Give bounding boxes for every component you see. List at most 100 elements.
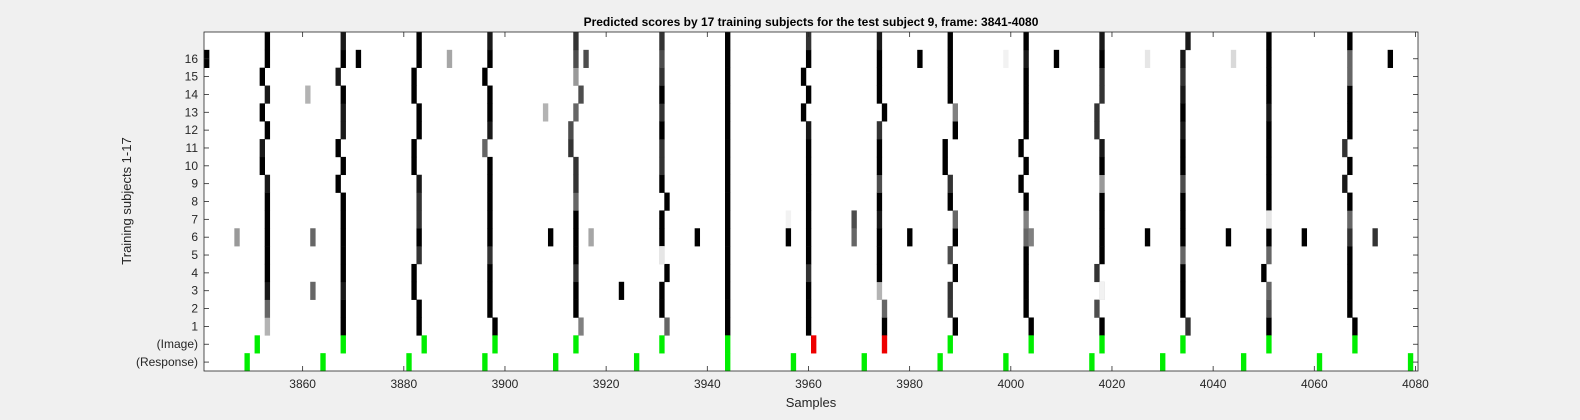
score-cell: [947, 281, 953, 300]
score-cell: [1347, 281, 1353, 300]
score-cell: [1018, 174, 1024, 193]
x-tick-label: 3920: [593, 377, 620, 391]
score-cell: [876, 263, 883, 283]
score-cell: [1180, 228, 1186, 247]
score-cell: [1347, 67, 1353, 86]
x-tick-label: 3880: [390, 377, 417, 391]
y-tick-label: 14: [185, 87, 199, 101]
score-cell: [785, 210, 792, 229]
score-cell: [618, 281, 625, 300]
y-tick-label: 9: [191, 177, 198, 191]
response-marker: [1407, 353, 1414, 372]
score-cell: [725, 67, 731, 86]
score-cell: [725, 281, 731, 300]
score-cell: [416, 32, 422, 51]
image-marker: [1028, 335, 1034, 354]
score-cell: [416, 317, 422, 336]
y-tick-label: 1: [191, 319, 198, 333]
score-cell: [340, 210, 346, 229]
score-cell: [416, 299, 422, 318]
score-cell: [264, 192, 271, 211]
score-cell: [659, 246, 665, 265]
score-cell: [1266, 85, 1272, 104]
response-marker: [406, 353, 412, 372]
heatmap-cells: [204, 32, 1394, 336]
score-cell: [805, 317, 812, 336]
score-cell: [411, 67, 417, 86]
score-cell: [1180, 210, 1186, 229]
score-cell: [573, 246, 579, 265]
score-cell: [876, 210, 883, 229]
score-cell: [785, 228, 792, 247]
score-cell: [1099, 317, 1105, 336]
score-cell: [416, 192, 422, 211]
score-cell: [907, 228, 913, 247]
score-cell: [659, 228, 665, 247]
score-cell: [1266, 139, 1272, 158]
x-axis-ticks: 3860 3880 3900 3920 3940 3960 3980 4000 4020 4040…: [289, 32, 1429, 391]
score-cell: [947, 246, 953, 265]
score-cell: [573, 32, 579, 51]
score-cell: [264, 317, 271, 336]
score-cell: [800, 103, 807, 122]
x-tick-label: 3900: [492, 377, 519, 391]
score-cell: [947, 174, 953, 193]
score-cell: [659, 281, 665, 300]
score-cell: [659, 103, 665, 122]
score-cell: [573, 210, 579, 229]
y-tick-label: (Image): [157, 337, 198, 351]
chart-title: Predicted scores by 17 training subjects…: [584, 15, 1039, 29]
score-cell: [568, 139, 574, 158]
score-cell: [1347, 246, 1353, 265]
score-cell: [1023, 210, 1029, 229]
score-cell: [310, 228, 316, 247]
score-cell: [1266, 246, 1272, 265]
score-cell: [725, 85, 731, 104]
score-cell: [725, 103, 731, 122]
score-cell: [264, 299, 271, 318]
score-cell: [1099, 246, 1105, 265]
score-cell: [1347, 49, 1353, 68]
score-cell: [264, 228, 271, 247]
score-cell: [588, 228, 594, 247]
score-cell: [340, 246, 346, 265]
score-cell: [1180, 299, 1186, 318]
image-marker: [573, 335, 579, 354]
score-cell: [851, 210, 857, 229]
score-cell: [876, 49, 883, 68]
response-marker: [244, 353, 250, 372]
score-cell: [573, 299, 579, 318]
response-marker: [861, 353, 867, 372]
score-cell: [573, 49, 579, 68]
score-cell: [725, 121, 731, 140]
score-cell: [947, 32, 953, 51]
score-cell: [659, 121, 665, 140]
score-cell: [1018, 139, 1024, 158]
score-cell: [725, 139, 731, 158]
score-cell: [487, 103, 493, 122]
score-cell: [1094, 299, 1100, 318]
score-cell: [1266, 49, 1272, 68]
score-cell: [1180, 67, 1186, 86]
score-cell: [805, 156, 812, 176]
image-marker: [725, 335, 731, 354]
score-cell: [876, 246, 883, 265]
image-marker: [659, 335, 665, 354]
score-cell: [1266, 156, 1272, 176]
score-cell: [1028, 228, 1034, 247]
score-cell: [1180, 174, 1186, 193]
score-cell: [542, 103, 549, 122]
score-cell: [1266, 67, 1272, 86]
score-cell: [1225, 228, 1232, 247]
score-cell: [659, 299, 665, 318]
score-cell: [1053, 49, 1060, 68]
response-marker: [725, 353, 731, 372]
score-cell: [416, 174, 422, 193]
y-tick-label: 11: [186, 141, 199, 155]
score-cell: [876, 139, 883, 158]
score-cell: [340, 156, 346, 176]
score-cell: [659, 32, 665, 51]
y-tick-label: 7: [191, 212, 198, 226]
score-cell: [411, 85, 417, 104]
